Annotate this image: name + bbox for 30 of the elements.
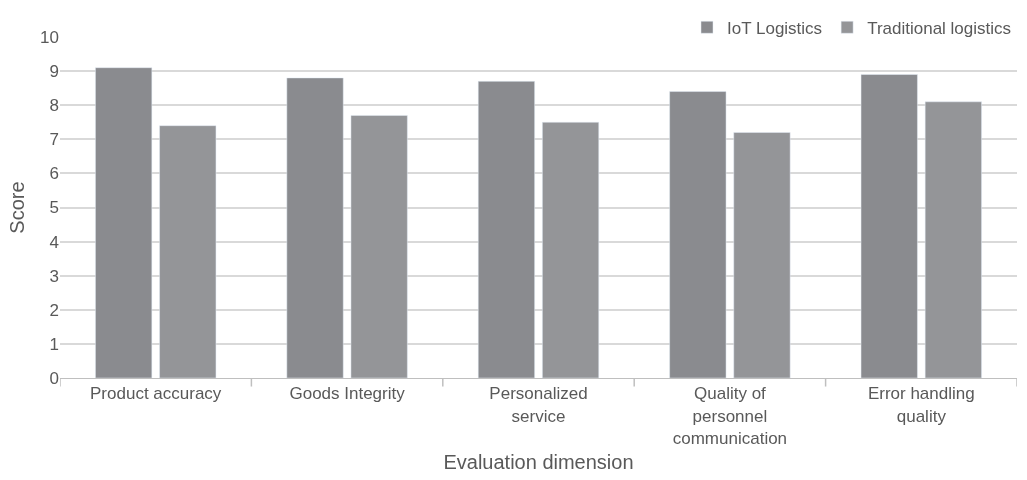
x-tick-label: Goods Integrity	[289, 384, 406, 404]
bar	[924, 101, 982, 378]
y-tick-label: 2	[49, 300, 59, 320]
bar	[860, 74, 918, 378]
legend-label: IoT Logistics	[727, 18, 823, 38]
bar	[159, 125, 217, 378]
x-tick-label: Error handling quality	[867, 384, 975, 426]
bar	[350, 115, 408, 378]
x-tick-label: Product accuracy	[90, 384, 222, 404]
legend-label: Traditional logistics	[867, 18, 1012, 38]
y-tick-label: 0	[49, 368, 59, 388]
bar	[95, 67, 153, 378]
bar	[477, 81, 535, 378]
y-axis-title: Score	[5, 181, 28, 234]
y-tick-label: 5	[49, 198, 59, 218]
y-tick-label: 7	[49, 130, 59, 150]
y-tick-label: 1	[49, 334, 59, 354]
bar	[733, 132, 791, 378]
y-tick-label: 10	[40, 27, 59, 47]
bar	[669, 91, 727, 378]
y-tick-label: 9	[49, 62, 59, 82]
y-tick-label: 6	[49, 164, 59, 184]
bar	[286, 77, 344, 378]
x-tick-label: Quality of personnel communication	[672, 384, 788, 448]
bar	[542, 122, 600, 378]
x-tick-label: Personalized service	[489, 384, 588, 426]
y-tick-label: 3	[49, 266, 59, 286]
x-axis-title: Evaluation dimension	[443, 451, 634, 474]
y-tick-label: 8	[49, 96, 59, 116]
y-tick-label: 4	[49, 232, 59, 252]
